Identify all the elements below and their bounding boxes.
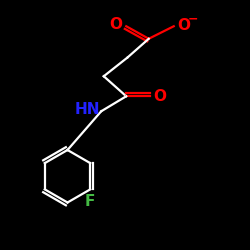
Text: O: O	[153, 89, 166, 104]
Text: HN: HN	[75, 102, 100, 118]
Text: O: O	[177, 18, 190, 32]
Text: F: F	[85, 194, 96, 210]
Text: O: O	[109, 17, 122, 32]
Text: −: −	[188, 13, 198, 26]
